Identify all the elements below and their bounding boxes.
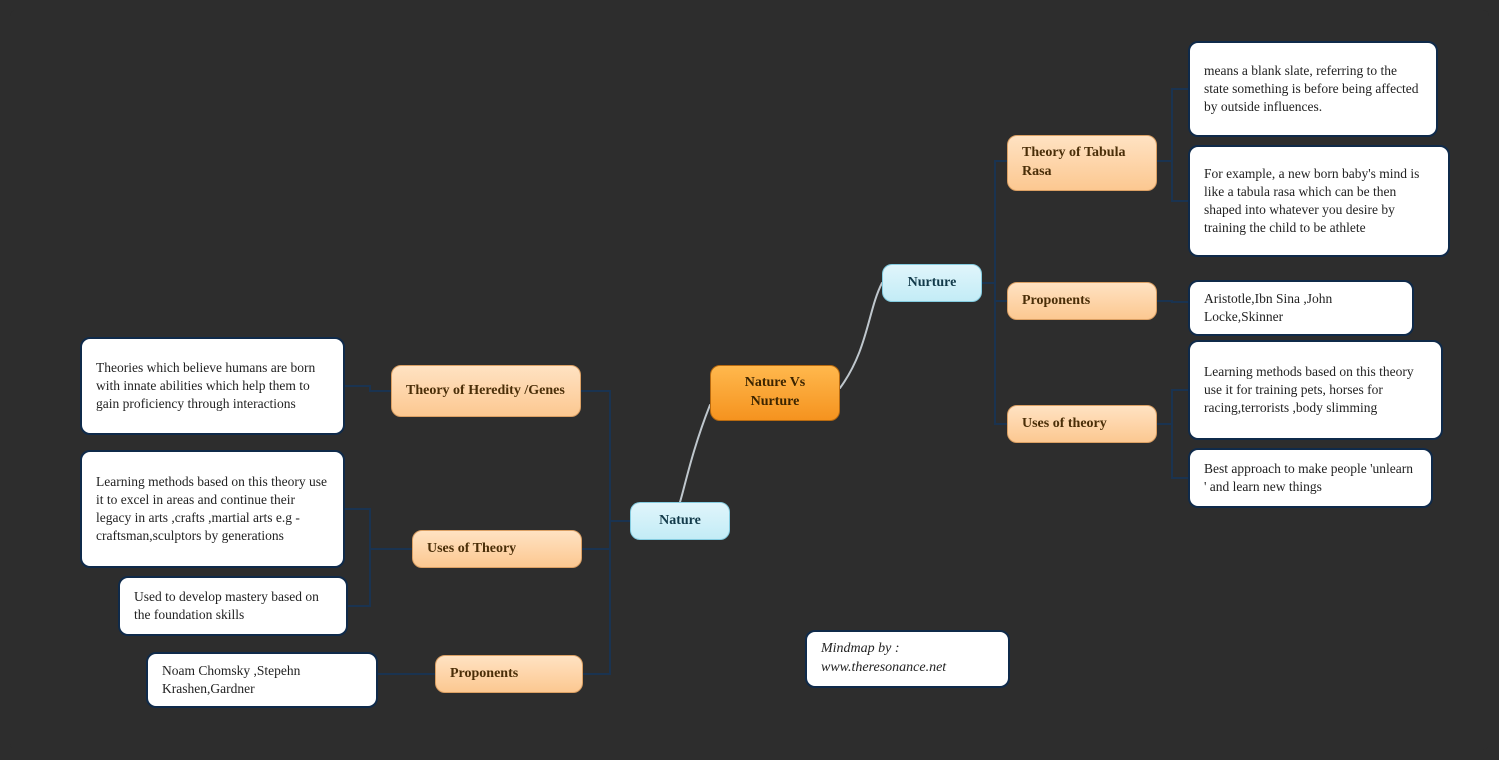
credit-text: Mindmap by : www.theresonance.net [821, 640, 994, 678]
leaf-nature-uses-1: Learning methods based on this theory us… [80, 450, 345, 568]
topic-tabula-rasa[interactable]: Theory of Tabula Rasa [1007, 135, 1157, 191]
branch-nature-label: Nature [659, 512, 701, 531]
branch-nurture[interactable]: Nurture [882, 264, 982, 302]
topic-label: Proponents [1022, 292, 1090, 311]
topic-label: Proponents [450, 665, 518, 684]
leaf-text: Used to develop mastery based on the fou… [134, 588, 332, 624]
topic-label: Theory of Tabula Rasa [1022, 144, 1142, 182]
leaf-nurture-proponents-1: Aristotle,Ibn Sina ,John Locke,Skinner [1188, 280, 1414, 336]
leaf-tabula-1: means a blank slate, referring to the st… [1188, 41, 1438, 137]
topic-nature-proponents[interactable]: Proponents [435, 655, 583, 693]
leaf-text: Learning methods based on this theory us… [1204, 363, 1427, 418]
root-label: Nature Vs Nurture [725, 374, 825, 412]
leaf-nature-uses-2: Used to develop mastery based on the fou… [118, 576, 348, 636]
leaf-nurture-uses-1: Learning methods based on this theory us… [1188, 340, 1443, 440]
leaf-text: Noam Chomsky ,Stepehn Krashen,Gardner [162, 662, 362, 698]
branch-nature[interactable]: Nature [630, 502, 730, 540]
topic-nurture-uses[interactable]: Uses of theory [1007, 405, 1157, 443]
leaf-text: Learning methods based on this theory us… [96, 473, 329, 546]
leaf-text: Theories which believe humans are born w… [96, 359, 329, 414]
root-node[interactable]: Nature Vs Nurture [710, 365, 840, 421]
credit-note: Mindmap by : www.theresonance.net [805, 630, 1010, 688]
leaf-tabula-2: For example, a new born baby's mind is l… [1188, 145, 1450, 257]
leaf-nurture-uses-2: Best approach to make people 'unlearn ' … [1188, 448, 1433, 508]
leaf-text: For example, a new born baby's mind is l… [1204, 165, 1434, 238]
branch-nurture-label: Nurture [908, 274, 957, 293]
leaf-nature-proponents-1: Noam Chomsky ,Stepehn Krashen,Gardner [146, 652, 378, 708]
topic-nature-uses[interactable]: Uses of Theory [412, 530, 582, 568]
topic-label: Theory of Heredity /Genes [406, 382, 565, 401]
topic-label: Uses of theory [1022, 415, 1107, 434]
mindmap-canvas: Nature Vs Nurture Nurture Theory of Tabu… [10, 10, 1489, 750]
topic-nurture-proponents[interactable]: Proponents [1007, 282, 1157, 320]
topic-heredity[interactable]: Theory of Heredity /Genes [391, 365, 581, 417]
leaf-text: Aristotle,Ibn Sina ,John Locke,Skinner [1204, 290, 1398, 326]
leaf-heredity-1: Theories which believe humans are born w… [80, 337, 345, 435]
leaf-text: Best approach to make people 'unlearn ' … [1204, 460, 1417, 496]
leaf-text: means a blank slate, referring to the st… [1204, 62, 1422, 117]
topic-label: Uses of Theory [427, 540, 516, 559]
